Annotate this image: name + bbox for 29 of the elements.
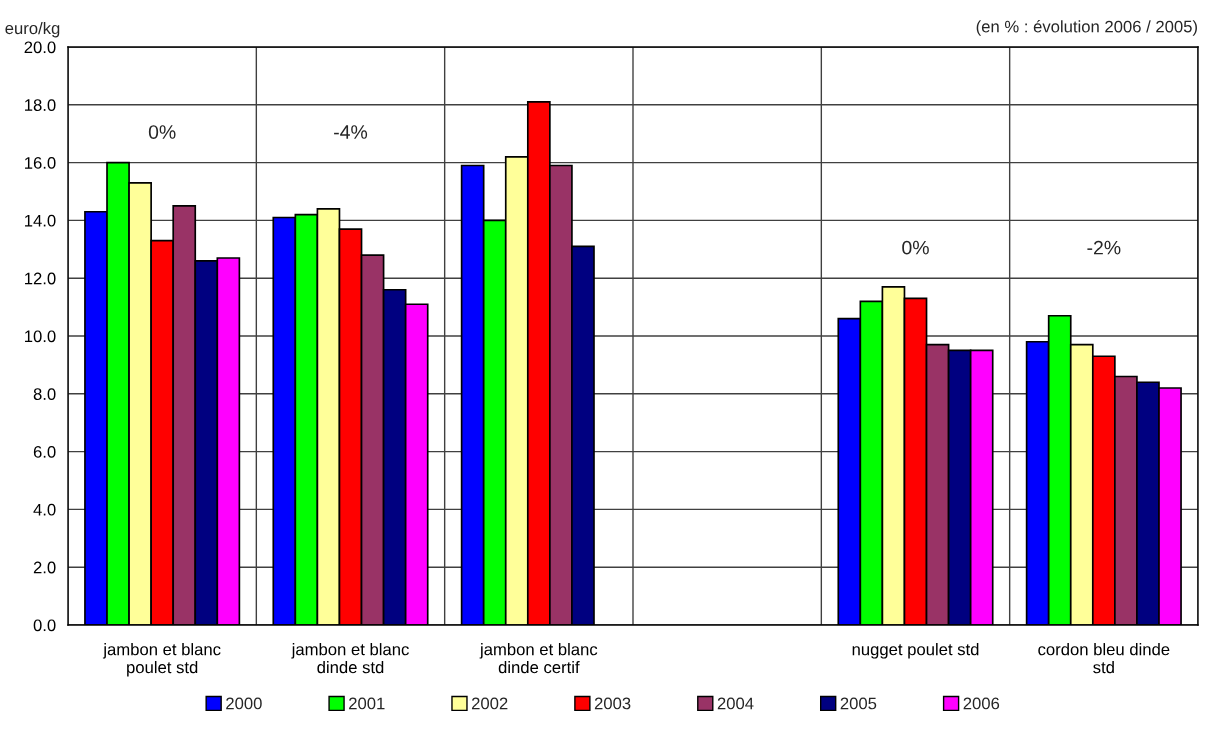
y-tick-label: 14.0 [25,214,56,227]
annotation: -4% [334,125,368,139]
y-tick-label: 12.0 [25,272,56,285]
y-tick-label: 16.0 [25,157,56,169]
text: (en % : évolution 2006 / 2005) [976,20,1197,36]
legend-label: 2006 [963,697,1000,710]
legend-label: 2001 [349,697,385,710]
legend-label: 2005 [840,697,877,710]
x-tick-label: cordon bleu dinde std [1038,643,1170,674]
annotation: 0% [902,240,929,255]
y-tick-label: 0.0 [33,619,56,632]
y-tick-label: 8.0 [33,388,56,400]
legend-label: 2002 [471,697,508,710]
y-tick-label: 6.0 [33,446,56,458]
y-tick-label: 2.0 [33,561,56,574]
x-tick-label: jambon et blanc poulet std [102,643,221,677]
annotation: -2% [1087,240,1121,255]
x-tick-label: nugget poulet std [852,643,979,659]
y-axis-title: euro/kg [5,21,60,38]
x-tick-label: jambon et blanc dinde certif [479,643,598,674]
y-tick-label: 18.0 [25,99,56,111]
legend-label: 2004 [717,697,754,710]
y-tick-label: 10.0 [25,330,56,343]
x-tick-label: jambon et blanc dinde std [291,643,409,674]
y-tick-label: 20.0 [24,41,56,54]
legend-label: 2003 [594,697,631,710]
y-tick-label: 4.0 [33,503,56,516]
legend-label: 2000 [226,697,262,710]
annotation: 0% [148,125,176,139]
